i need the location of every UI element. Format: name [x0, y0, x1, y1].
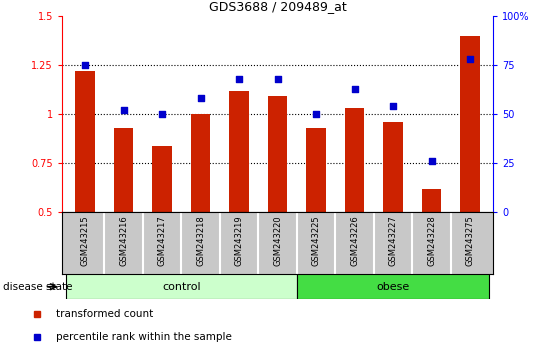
Text: GSM243225: GSM243225 — [312, 216, 321, 266]
Point — [427, 159, 436, 164]
Title: GDS3688 / 209489_at: GDS3688 / 209489_at — [209, 0, 347, 13]
Bar — [422, 189, 441, 311]
Point — [235, 76, 244, 82]
Text: control: control — [162, 282, 201, 292]
Text: GSM243218: GSM243218 — [196, 216, 205, 266]
Text: GSM243227: GSM243227 — [389, 216, 398, 266]
Bar — [345, 108, 364, 311]
Point — [466, 56, 474, 62]
Text: transformed count: transformed count — [56, 309, 153, 319]
Point — [196, 96, 205, 101]
Text: obese: obese — [376, 282, 410, 292]
Bar — [268, 97, 287, 311]
Text: GSM243275: GSM243275 — [466, 216, 474, 266]
Text: GSM243219: GSM243219 — [234, 216, 244, 266]
Point — [81, 62, 89, 68]
Text: percentile rank within the sample: percentile rank within the sample — [56, 332, 232, 342]
Bar — [460, 36, 480, 311]
Text: GSM243216: GSM243216 — [119, 216, 128, 266]
Bar — [114, 128, 133, 311]
Bar — [66, 274, 297, 299]
Bar — [307, 128, 326, 311]
Point — [312, 111, 320, 117]
Text: GSM243215: GSM243215 — [81, 216, 89, 266]
Bar — [153, 145, 172, 311]
Point — [119, 107, 128, 113]
Bar — [191, 114, 210, 311]
Text: GSM243217: GSM243217 — [157, 216, 167, 266]
Bar — [230, 91, 248, 311]
Point — [389, 103, 397, 109]
Bar — [383, 122, 403, 311]
Text: GSM243228: GSM243228 — [427, 216, 436, 266]
Text: disease state: disease state — [3, 282, 72, 292]
Text: GSM243220: GSM243220 — [273, 216, 282, 266]
Bar — [297, 274, 489, 299]
Point — [158, 111, 167, 117]
Text: GSM243226: GSM243226 — [350, 216, 359, 266]
Bar — [75, 71, 95, 311]
Point — [350, 86, 359, 91]
Point — [273, 76, 282, 82]
